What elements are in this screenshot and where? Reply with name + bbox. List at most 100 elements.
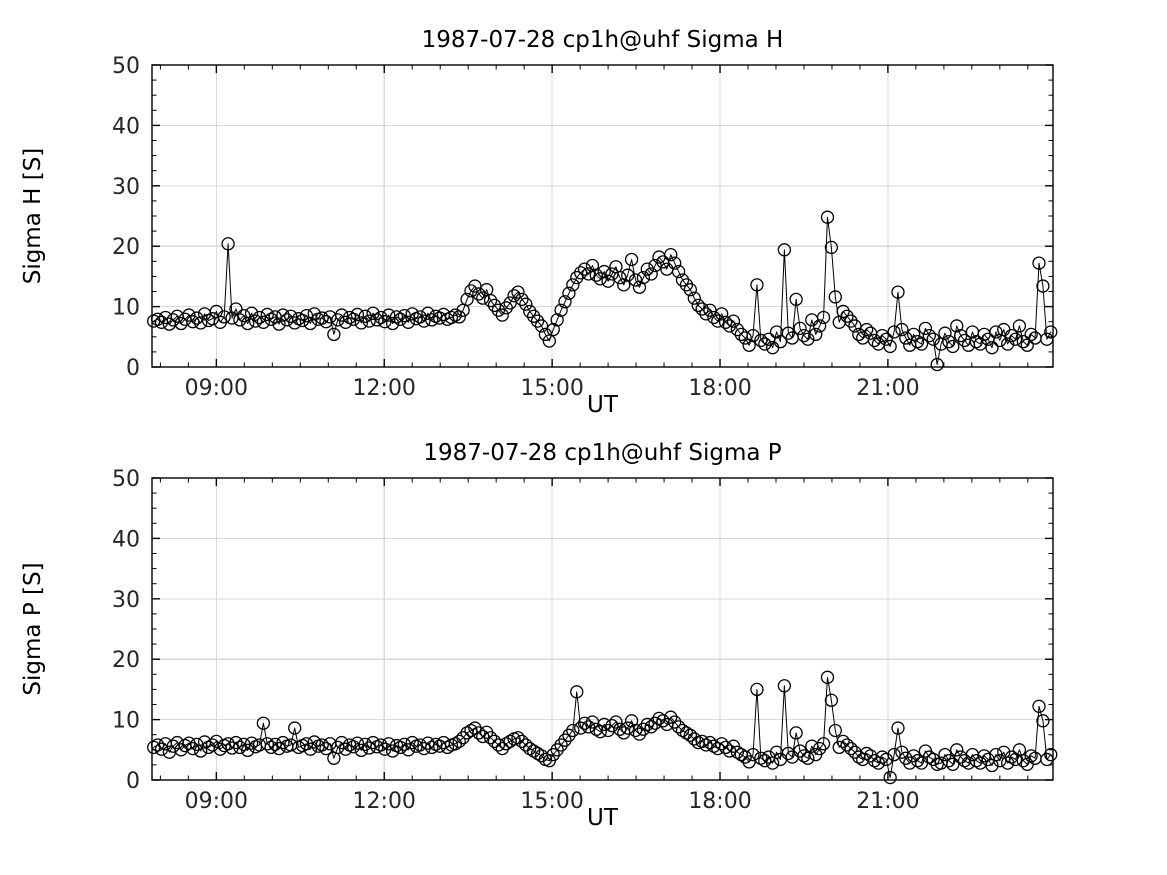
data-point-marker bbox=[691, 298, 705, 313]
data-point-marker bbox=[644, 720, 658, 734]
data-point-marker bbox=[1004, 328, 1019, 343]
data-point-marker bbox=[746, 328, 760, 343]
data-point-marker bbox=[511, 285, 525, 299]
data-point-marker bbox=[1024, 749, 1038, 763]
data-point-marker bbox=[922, 750, 936, 764]
data-point-marker bbox=[730, 322, 745, 337]
chart-svg-sigma-h[interactable]: 0 10 20 30 40 50 09:00 12:00 15:00 18:00 21:00 1987… bbox=[0, 0, 1167, 437]
data-point-marker bbox=[754, 333, 768, 348]
data-point-marker bbox=[194, 744, 208, 758]
data-point-marker bbox=[574, 721, 588, 735]
data-point-marker bbox=[879, 332, 893, 346]
data-point-marker bbox=[840, 309, 854, 323]
y-tick-label: 50 bbox=[112, 54, 140, 79]
data-point-marker bbox=[875, 328, 889, 343]
data-point-marker bbox=[844, 314, 858, 328]
data-point-marker bbox=[147, 740, 161, 755]
data-point-marker bbox=[389, 310, 404, 324]
data-point-marker bbox=[824, 693, 839, 707]
data-point-marker bbox=[695, 302, 709, 316]
data-point-marker bbox=[726, 314, 741, 328]
data-point-marker bbox=[476, 291, 490, 305]
data-point-marker bbox=[491, 303, 506, 317]
data-point-marker bbox=[644, 267, 658, 281]
x-tick-label: 12:00 bbox=[353, 376, 416, 401]
data-point-marker bbox=[836, 304, 850, 319]
data-point-marker bbox=[456, 731, 470, 745]
data-point-marker bbox=[699, 738, 713, 752]
data-point-marker bbox=[358, 309, 372, 323]
data-point-marker bbox=[738, 750, 752, 764]
data-point-marker bbox=[276, 308, 290, 322]
y-tick-label: 20 bbox=[112, 648, 140, 673]
data-point-marker bbox=[773, 334, 788, 349]
data-point-marker bbox=[483, 731, 498, 745]
y-tick-label: 0 bbox=[126, 356, 140, 381]
data-point-marker bbox=[887, 325, 901, 339]
data-point-marker bbox=[527, 309, 541, 323]
data-point-marker bbox=[468, 721, 482, 735]
data-point-marker bbox=[385, 316, 400, 331]
data-point-marker bbox=[350, 307, 365, 322]
data-point-marker bbox=[675, 723, 690, 738]
axis-box bbox=[151, 477, 1054, 781]
data-point-marker bbox=[562, 728, 576, 742]
y-tick-label: 40 bbox=[112, 527, 140, 552]
data-point-marker bbox=[816, 737, 831, 751]
data-point-marker bbox=[812, 741, 827, 756]
data-point-marker bbox=[816, 310, 831, 325]
data-point-marker bbox=[550, 743, 564, 757]
data-point-marker bbox=[926, 332, 940, 346]
data-point-marker bbox=[499, 301, 513, 315]
data-point-marker bbox=[577, 262, 592, 276]
data-point-marker bbox=[233, 740, 247, 755]
data-point-marker bbox=[1036, 279, 1050, 293]
data-point-marker bbox=[1044, 325, 1058, 339]
data-point-marker bbox=[683, 283, 698, 297]
data-point-marker bbox=[350, 736, 365, 750]
data-point-marker bbox=[581, 267, 596, 281]
data-point-marker bbox=[460, 292, 474, 307]
data-point-marker bbox=[327, 327, 341, 342]
data-point-marker bbox=[695, 734, 709, 748]
data-point-marker bbox=[538, 327, 553, 342]
data-point-marker bbox=[605, 718, 619, 733]
data-point-marker bbox=[985, 341, 999, 355]
data-point-marker bbox=[468, 279, 482, 293]
data-point-marker bbox=[241, 743, 255, 758]
data-series bbox=[147, 670, 1058, 785]
x-tick-label: 15:00 bbox=[520, 376, 583, 401]
data-point-marker bbox=[260, 737, 274, 751]
data-point-marker bbox=[566, 278, 580, 292]
data-point-marker bbox=[859, 322, 874, 337]
data-point-marker bbox=[954, 328, 968, 343]
data-point-marker bbox=[523, 741, 537, 756]
chart-svg-sigma-p[interactable]: 0 10 20 30 40 50 09:00 12:00 15:00 18:00 21:00 1987… bbox=[0, 437, 1167, 875]
data-point-marker bbox=[405, 307, 419, 321]
data-point-marker bbox=[421, 306, 435, 320]
data-point-marker bbox=[750, 682, 764, 697]
data-point-marker bbox=[382, 308, 396, 322]
data-point-marker bbox=[946, 339, 960, 354]
data-point-marker bbox=[303, 742, 318, 756]
data-point-marker bbox=[472, 726, 486, 740]
data-series bbox=[147, 210, 1058, 372]
data-point-marker bbox=[942, 754, 956, 768]
data-point-marker bbox=[1016, 334, 1030, 349]
data-point-marker bbox=[687, 732, 701, 746]
data-point-marker bbox=[718, 740, 733, 755]
data-point-marker bbox=[899, 331, 913, 345]
data-point-marker bbox=[401, 743, 415, 757]
y-axis-label: Sigma P [S] bbox=[20, 562, 46, 695]
data-point-marker bbox=[217, 310, 231, 324]
data-point-marker bbox=[570, 270, 584, 285]
data-point-marker bbox=[836, 734, 850, 748]
data-point-marker bbox=[664, 248, 678, 262]
data-point-marker bbox=[558, 295, 572, 309]
y-tick-label: 0 bbox=[126, 769, 140, 794]
x-tick-label: 15:00 bbox=[520, 789, 583, 814]
data-point-marker bbox=[891, 285, 905, 299]
data-point-marker bbox=[758, 754, 772, 768]
data-point-marker bbox=[609, 715, 623, 729]
data-point-marker bbox=[425, 313, 439, 327]
